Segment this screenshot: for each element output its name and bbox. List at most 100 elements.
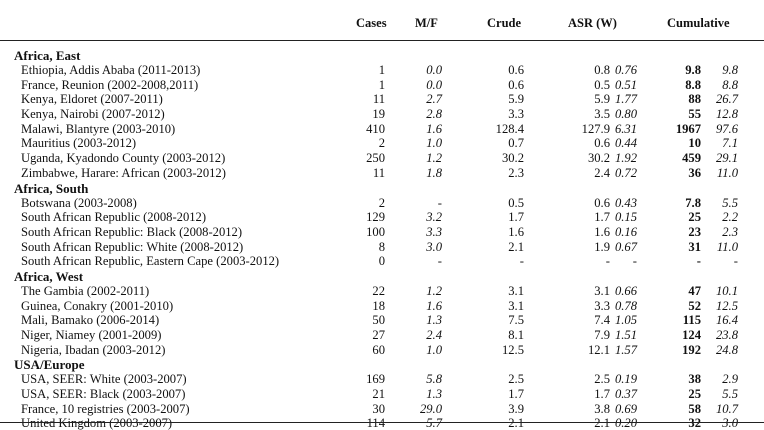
row-label: France, 10 registries (2003-2007) bbox=[21, 401, 190, 416]
crude-rate-cell: 5.9 bbox=[508, 92, 524, 107]
mf-ratio-cell: 0.0 bbox=[426, 77, 442, 92]
asr-cell: 127.9 bbox=[581, 121, 610, 136]
cases-cell: 27 bbox=[372, 328, 385, 342]
section-heading: Africa, West bbox=[0, 268, 764, 284]
row-label: The Gambia (2002-2011) bbox=[21, 283, 150, 298]
asr-cell: 0.5 bbox=[594, 77, 610, 92]
crude-rate-cell: 2.1 bbox=[508, 416, 524, 430]
crude-rate-cell: 2.3 bbox=[508, 165, 524, 180]
cumulative-se-cell: 26.7 bbox=[715, 92, 738, 107]
row-label: South African Republic: White (2008-2012… bbox=[21, 239, 244, 254]
table-row: Niger, Niamey (2001-2009) 27 2.4 8.1 7.9 1.51… bbox=[0, 327, 764, 342]
crude-rate-cell: 3.1 bbox=[508, 283, 524, 298]
table-row: South African Republic: Black (2008-2012… bbox=[0, 224, 764, 239]
cumulative-cell: 58 bbox=[688, 401, 701, 416]
row-label: Guinea, Conakry (2001-2010) bbox=[21, 298, 174, 313]
asr-se-cell: 0.67 bbox=[614, 239, 637, 254]
data-table: Africa, East Ethiopia, Addis Ababa (2011-… bbox=[0, 47, 764, 430]
asr-cell: 0.8 bbox=[594, 63, 610, 77]
cases-cell: 11 bbox=[372, 92, 385, 107]
cumulative-cell: 31 bbox=[688, 239, 701, 254]
crude-rate-cell: 7.5 bbox=[508, 313, 524, 328]
asr-se-cell: 6.31 bbox=[614, 121, 637, 136]
asr-se-cell: 0.37 bbox=[614, 387, 637, 402]
cumulative-se-cell: 11.0 bbox=[716, 165, 738, 180]
table-row: Uganda, Kyadondo County (2003-2012) 250 1.… bbox=[0, 150, 764, 165]
cases-cell: 250 bbox=[366, 151, 385, 166]
asr-se-cell: 0.78 bbox=[614, 298, 637, 313]
asr-se-cell: 1.57 bbox=[614, 342, 637, 357]
cumulative-se-cell: 9.8 bbox=[722, 63, 738, 77]
asr-cell: 7.4 bbox=[594, 313, 610, 328]
cumulative-cell: - bbox=[696, 254, 701, 269]
cumulative-cell: 25 bbox=[688, 210, 701, 225]
section-heading: Africa, East bbox=[0, 47, 764, 63]
cumulative-se-cell: 7.1 bbox=[722, 136, 738, 151]
crude-rate-cell: 0.7 bbox=[508, 136, 524, 151]
row-label: Kenya, Nairobi (2007-2012) bbox=[21, 107, 165, 122]
table-row: Guinea, Conakry (2001-2010) 18 1.6 3.1 3.3 0.… bbox=[0, 298, 764, 313]
cases-cell: 2 bbox=[378, 195, 385, 210]
cases-cell: 129 bbox=[366, 210, 385, 225]
cumulative-se-cell: 23.8 bbox=[715, 328, 738, 342]
cumulative-se-cell: 12.5 bbox=[715, 298, 738, 313]
mf-ratio-cell: - bbox=[437, 195, 442, 210]
cumulative-se-cell: 5.5 bbox=[722, 195, 738, 210]
asr-se-cell: 1.92 bbox=[614, 151, 637, 166]
crude-rate-cell: 3.9 bbox=[508, 401, 524, 416]
asr-cell: 2.5 bbox=[594, 372, 610, 387]
asr-cell: 12.1 bbox=[587, 342, 610, 357]
cases-cell: 21 bbox=[372, 387, 385, 402]
cases-cell: 410 bbox=[366, 121, 385, 136]
table-row: Mali, Bamako (2006-2014) 50 1.3 7.5 7.4 1.05 1… bbox=[0, 312, 764, 327]
mf-ratio-cell: 2.4 bbox=[426, 328, 442, 342]
asr-cell: 7.9 bbox=[594, 328, 610, 342]
cumulative-cell: 1967 bbox=[675, 121, 701, 136]
mf-ratio-cell: 5.8 bbox=[426, 372, 442, 387]
cumulative-cell: 25 bbox=[688, 387, 701, 402]
cumulative-se-cell: 2.3 bbox=[722, 224, 738, 239]
table-row: South African Republic: White (2008-2012… bbox=[0, 239, 764, 254]
asr-cell: 0.6 bbox=[594, 195, 610, 210]
cumulative-se-cell: 2.2 bbox=[722, 210, 738, 225]
cumulative-cell: 10 bbox=[688, 136, 701, 151]
crude-rate-cell: 0.6 bbox=[508, 63, 524, 77]
header-crude: Crude bbox=[487, 16, 522, 30]
asr-se-cell: - bbox=[632, 254, 637, 269]
section-title: Africa, East bbox=[14, 48, 81, 63]
asr-cell: 3.5 bbox=[594, 107, 610, 122]
cumulative-cell: 32 bbox=[688, 416, 701, 430]
mf-ratio-cell: 1.6 bbox=[426, 121, 442, 136]
mf-ratio-cell: 1.3 bbox=[426, 387, 442, 402]
cases-cell: 2 bbox=[378, 136, 385, 151]
row-label: Nigeria, Ibadan (2003-2012) bbox=[21, 342, 166, 357]
row-label: Ethiopia, Addis Ababa (2011-2013) bbox=[21, 63, 201, 77]
row-label: United Kingdom (2003-2007) bbox=[21, 416, 173, 430]
crude-rate-cell: 2.5 bbox=[508, 372, 524, 387]
table-row: Malawi, Blantyre (2003-2010) 410 1.6 128.4 1… bbox=[0, 121, 764, 136]
table-row: South African Republic, Eastern Cape (20… bbox=[0, 253, 764, 268]
cases-cell: 30 bbox=[372, 401, 385, 416]
mf-ratio-cell: 3.0 bbox=[426, 239, 442, 254]
section-heading: USA/Europe bbox=[0, 356, 764, 372]
mf-ratio-cell: 29.0 bbox=[419, 401, 442, 416]
mf-ratio-cell: - bbox=[437, 254, 442, 269]
cumulative-se-cell: 16.4 bbox=[715, 313, 738, 328]
table-row: Nigeria, Ibadan (2003-2012) 60 1.0 12.5 12.1… bbox=[0, 342, 764, 357]
cumulative-se-cell: 8.8 bbox=[722, 77, 738, 92]
cases-cell: 1 bbox=[378, 77, 385, 92]
mf-ratio-cell: 1.8 bbox=[426, 165, 442, 180]
header-cumulative: Cumulative bbox=[667, 16, 730, 30]
cumulative-se-cell: 97.6 bbox=[715, 121, 738, 136]
mf-ratio-cell: 5.7 bbox=[426, 416, 442, 430]
asr-se-cell: 1.77 bbox=[614, 92, 637, 107]
cases-cell: 0 bbox=[378, 254, 385, 269]
asr-se-cell: 0.80 bbox=[614, 107, 637, 122]
cases-cell: 19 bbox=[372, 107, 385, 122]
header-asr: ASR (W) bbox=[568, 16, 617, 30]
crude-rate-cell: 128.4 bbox=[495, 121, 524, 136]
cases-cell: 169 bbox=[366, 372, 385, 387]
mf-ratio-cell: 2.7 bbox=[426, 92, 442, 107]
cumulative-cell: 8.8 bbox=[685, 77, 701, 92]
cases-cell: 8 bbox=[378, 239, 385, 254]
